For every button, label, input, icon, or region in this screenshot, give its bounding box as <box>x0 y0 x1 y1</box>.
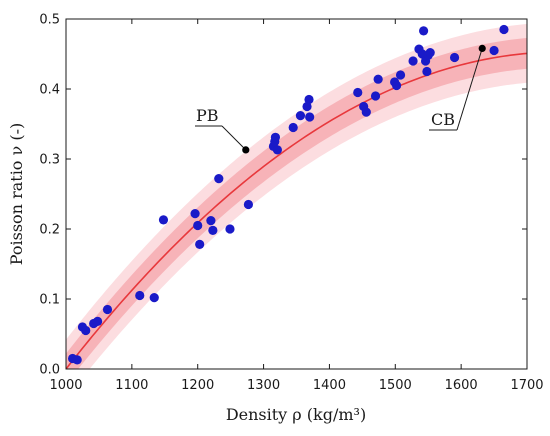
y-tick-label: 0.1 <box>39 293 60 308</box>
annotation-cb-point <box>478 44 486 53</box>
data-point <box>422 66 432 77</box>
data-point <box>419 26 429 36</box>
data-point <box>72 355 82 365</box>
data-point <box>193 220 203 231</box>
x-tick-label: 1400 <box>313 378 346 393</box>
data-point <box>395 70 406 80</box>
x-tick-label: 1700 <box>510 378 543 393</box>
data-point <box>243 199 254 210</box>
data-point <box>449 52 460 63</box>
annotation-pb-label: PB <box>196 106 219 125</box>
data-point <box>425 48 435 58</box>
annotation-cb-leader <box>456 48 483 131</box>
data-point <box>81 325 91 336</box>
data-point <box>305 112 315 122</box>
data-point <box>499 24 509 35</box>
data-point <box>214 174 224 184</box>
data-point <box>353 87 363 98</box>
data-point <box>272 145 282 155</box>
x-tick-label: 1500 <box>379 378 412 393</box>
data-points-group <box>67 24 509 365</box>
inner-confidence-band <box>66 37 527 369</box>
annotation-pb-point <box>242 146 250 154</box>
y-axis: 0.0 0.1 0.2 0.3 0.4 0.5 <box>39 13 527 378</box>
data-point <box>392 80 402 91</box>
plot-frame <box>65 18 528 370</box>
annotations-group: PB CB <box>195 44 486 154</box>
data-point <box>288 122 298 133</box>
data-point <box>206 216 216 226</box>
annotation-cb: CB <box>429 44 486 131</box>
y-axis-title: Poisson ratio ν (-) <box>7 123 26 265</box>
x-axis: 1000 1100 1200 1300 1400 1500 1600 1700 <box>49 19 544 393</box>
y-tick-label: 0.0 <box>39 363 60 378</box>
x-tick-label: 1200 <box>181 378 214 393</box>
data-point <box>370 91 381 101</box>
data-point <box>225 224 235 234</box>
data-point <box>208 225 218 235</box>
data-point <box>102 304 113 315</box>
x-tick-label: 1600 <box>445 378 478 393</box>
x-tick-label: 1000 <box>49 378 82 393</box>
y-tick-label: 0.5 <box>39 13 60 28</box>
data-point <box>304 94 314 105</box>
annotation-pb-leader <box>221 125 247 151</box>
y-tick-label: 0.3 <box>39 153 60 168</box>
data-point <box>158 215 169 225</box>
confidence-band-group <box>66 23 527 369</box>
fit-curve <box>66 52 527 369</box>
x-tick-label: 1300 <box>247 378 280 393</box>
data-point <box>93 316 103 326</box>
data-point <box>270 132 281 142</box>
data-point <box>190 209 200 219</box>
annotation-pb: PB <box>195 106 250 154</box>
x-axis-title: Density ρ (kg/m³) <box>226 405 366 424</box>
data-point <box>408 56 418 66</box>
data-point <box>361 107 371 117</box>
y-tick-label: 0.2 <box>39 223 60 238</box>
data-point <box>149 293 159 303</box>
fit-curve-group <box>66 52 527 369</box>
data-point <box>302 101 312 112</box>
annotation-cb-label: CB <box>431 110 455 129</box>
x-tick-label: 1100 <box>115 378 148 393</box>
y-tick-label: 0.4 <box>39 83 60 98</box>
data-point <box>195 239 205 249</box>
data-point <box>295 111 306 121</box>
data-point <box>373 74 383 84</box>
data-point <box>489 45 499 56</box>
data-point <box>135 290 145 301</box>
